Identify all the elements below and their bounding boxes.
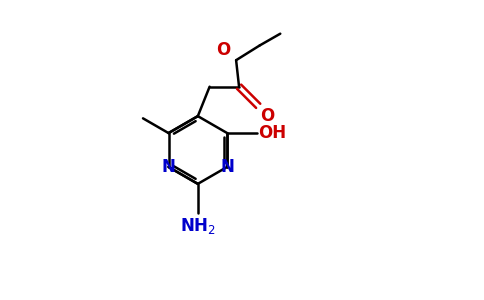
- Text: NH$_2$: NH$_2$: [180, 216, 216, 236]
- Text: N: N: [162, 158, 175, 176]
- Text: O: O: [260, 107, 274, 125]
- Text: OH: OH: [258, 124, 286, 142]
- Text: O: O: [216, 41, 230, 59]
- Text: N: N: [220, 158, 234, 176]
